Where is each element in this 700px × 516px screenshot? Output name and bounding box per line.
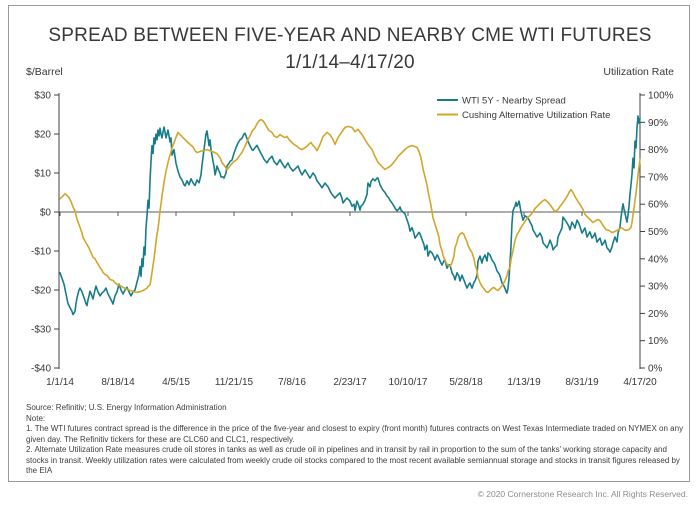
- x-axis-tick-label: 7/8/16: [278, 377, 306, 388]
- left-axis-tick-label: $30: [34, 91, 51, 102]
- x-axis-tick-label: 1/1/14: [46, 377, 74, 388]
- x-axis-tick-label: 8/31/19: [565, 377, 599, 388]
- x-axis-tick-label: 5/28/18: [449, 377, 483, 388]
- left-axis-tick-label: -$20: [31, 286, 51, 297]
- right-axis-tick-label: 10%: [648, 336, 668, 347]
- chart-frame: [8, 5, 690, 482]
- left-axis-tick-label: $10: [34, 169, 51, 180]
- note-2: 2. Alternate Utilization Rate measures c…: [26, 445, 680, 475]
- x-axis-tick-label: 8/18/14: [101, 377, 135, 388]
- series-line-utilization: [59, 118, 641, 294]
- x-axis-tick-label: 11/21/15: [215, 377, 254, 388]
- note-1: 1. The WTI futures contract spread is th…: [26, 424, 684, 444]
- x-axis-tick-label: 1/13/19: [507, 377, 541, 388]
- chart-title: SPREAD BETWEEN FIVE-YEAR AND NEARBY CME …: [0, 22, 700, 76]
- left-axis-tick-label: -$30: [31, 325, 51, 336]
- left-axis-unit-label: $/Barrel: [26, 66, 63, 78]
- right-axis-tick-label: 20%: [648, 309, 668, 320]
- chart-title-line2: 1/1/14–4/17/20: [285, 52, 415, 73]
- left-axis-tick-label: -$10: [31, 247, 51, 258]
- right-axis-tick-label: 40%: [648, 254, 668, 265]
- copyright-line: © 2020 Cornerstone Research Inc. All Rig…: [477, 489, 688, 499]
- axes-layer: $30 $20 $10 $0 -$10 -$20 -$30 -$40 100% 90% 80% 70%…: [31, 91, 674, 389]
- left-axis-tick-label: -$40: [31, 364, 51, 375]
- chart-legend: WTI 5Y - Nearby Spread Cushing Alternati…: [437, 96, 610, 121]
- right-axis-tick-label: 0%: [648, 364, 663, 375]
- right-axis-tick-label: 50%: [648, 227, 668, 238]
- legend-label-spread: WTI 5Y - Nearby Spread: [462, 96, 566, 107]
- legend-label-utilization: Cushing Alternative Utilization Rate: [462, 110, 610, 121]
- right-axis-tick-label: 30%: [648, 282, 668, 293]
- note-label: Note:: [26, 413, 46, 423]
- line-series-layer: [59, 115, 641, 316]
- x-axis-tick-label: 4/17/20: [623, 377, 657, 388]
- x-axis-tick-label: 4/5/15: [162, 377, 190, 388]
- right-axis-tick-label: 80%: [648, 145, 668, 156]
- right-axis-tick-label: 90%: [648, 118, 668, 129]
- left-axis-tick-label: $0: [40, 208, 52, 219]
- series-line-spread: [59, 115, 641, 316]
- source-line: Source: Refinitiv; U.S. Energy Informati…: [26, 403, 227, 412]
- right-axis-tick-label: 60%: [648, 200, 668, 211]
- x-axis-tick-label: 2/23/17: [333, 377, 367, 388]
- left-axis-tick-label: $20: [34, 130, 51, 141]
- right-axis-tick-label: 100%: [648, 91, 674, 102]
- right-axis-unit-label: Utilization Rate: [603, 66, 674, 78]
- x-axis-tick-label: 10/10/17: [389, 377, 428, 388]
- chart-title-line1: SPREAD BETWEEN FIVE-YEAR AND NEARBY CME …: [48, 25, 652, 46]
- footnotes: Source: Refinitiv; U.S. Energy Informati…: [26, 403, 686, 477]
- right-axis-tick-label: 70%: [648, 172, 668, 183]
